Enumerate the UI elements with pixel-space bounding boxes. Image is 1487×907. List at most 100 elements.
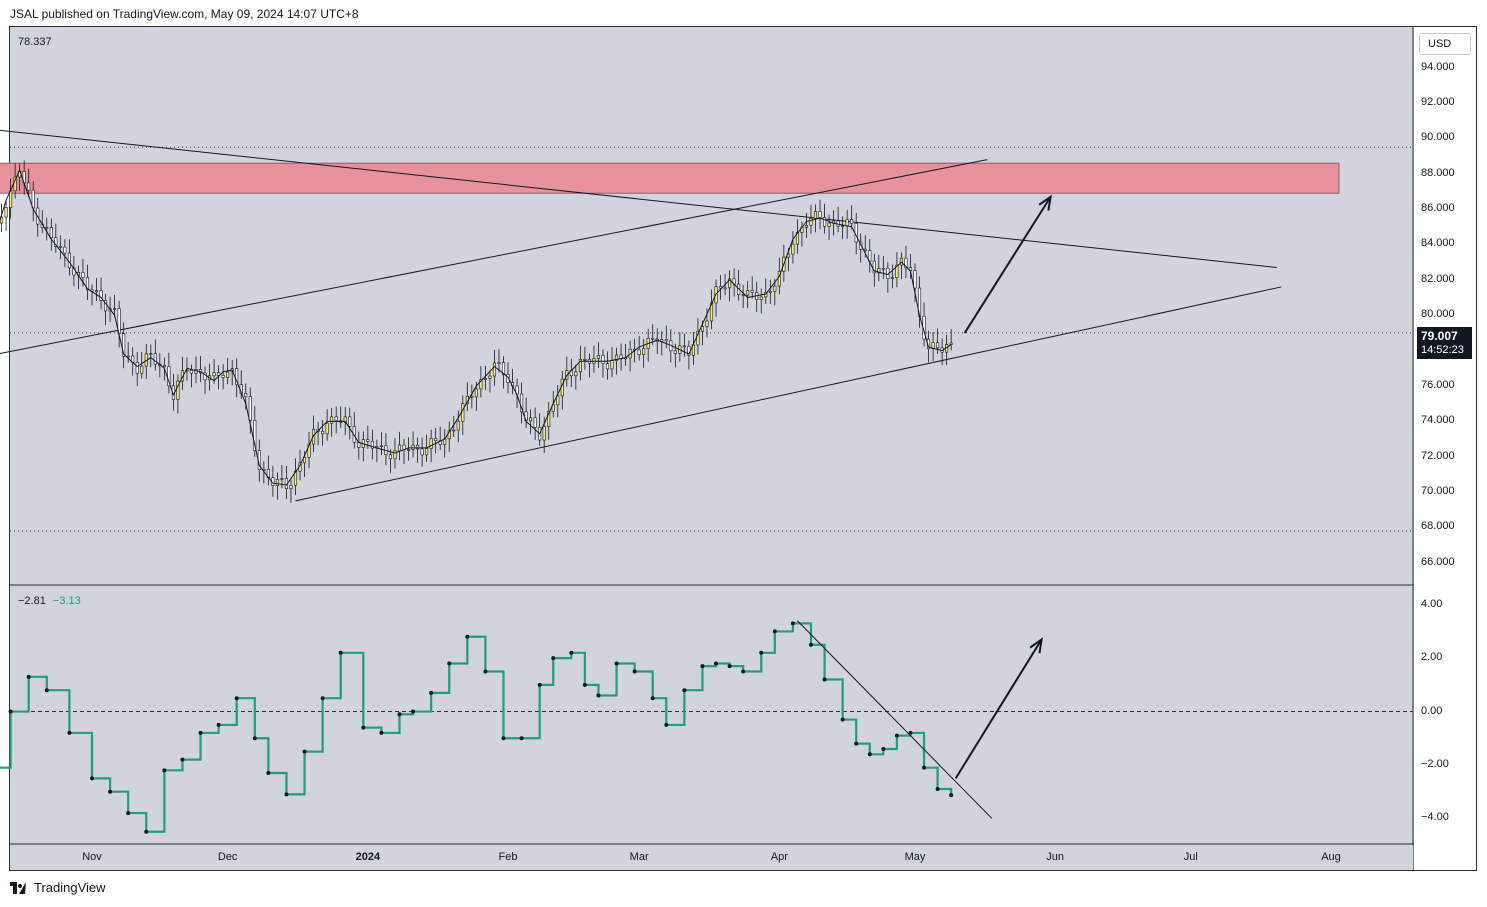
oscillator-point xyxy=(108,789,113,794)
time-tick-label: Dec xyxy=(217,851,238,863)
candle xyxy=(529,417,533,422)
candle xyxy=(330,416,334,424)
candle xyxy=(81,272,85,278)
candle xyxy=(501,362,506,375)
price-tick-label: 92.000 xyxy=(1421,96,1455,109)
candle xyxy=(877,268,881,274)
candle xyxy=(113,308,117,310)
candle xyxy=(58,246,62,248)
candle xyxy=(235,368,239,385)
oscillator-point xyxy=(908,730,913,735)
tradingview-logo-icon[interactable] xyxy=(10,881,29,894)
candle xyxy=(483,378,487,380)
candle xyxy=(425,448,429,456)
candle xyxy=(610,360,614,370)
candle xyxy=(728,278,732,289)
candle xyxy=(637,349,641,355)
candle xyxy=(153,353,157,365)
bar-countdown: 14:52:23 xyxy=(1421,344,1464,356)
candle xyxy=(642,348,646,355)
candle xyxy=(434,438,438,442)
oscillator-point xyxy=(483,669,488,674)
candle xyxy=(936,342,940,349)
oscillator-point xyxy=(284,792,289,797)
oscillator-point xyxy=(664,722,669,727)
oscillator-point xyxy=(596,693,601,698)
candle xyxy=(479,379,483,390)
candle xyxy=(841,225,845,228)
oscillator-point xyxy=(465,634,470,639)
candle xyxy=(461,403,465,422)
candle xyxy=(759,296,763,300)
price-tick-label: 80.000 xyxy=(1421,308,1455,321)
oscillator-point xyxy=(379,730,384,735)
candle xyxy=(429,438,433,449)
oscillator-point xyxy=(840,717,845,722)
candle xyxy=(420,448,424,456)
oscillator-point xyxy=(822,677,827,682)
oscillator-point xyxy=(162,768,167,773)
price-tick-label: 88.000 xyxy=(1421,166,1455,179)
oscillator-point xyxy=(411,709,416,714)
price-tick-label: 90.000 xyxy=(1421,131,1455,144)
candle xyxy=(809,218,813,226)
oscillator-point xyxy=(44,688,49,693)
price-tick-label: 70.000 xyxy=(1421,485,1455,498)
osc-tick-label: −4.00 xyxy=(1421,811,1449,824)
candle xyxy=(605,363,610,370)
oscillator-point xyxy=(198,730,203,735)
candle xyxy=(45,227,49,229)
candle xyxy=(248,396,252,421)
descending-trendline xyxy=(0,129,1277,268)
time-tick-label: Mar xyxy=(629,851,649,863)
candle xyxy=(614,354,619,361)
oscillator-point xyxy=(854,741,859,746)
price-tick-label: 72.000 xyxy=(1421,449,1455,462)
candle xyxy=(49,227,53,238)
candle xyxy=(334,416,338,422)
candle xyxy=(312,429,316,445)
oscillator-point xyxy=(582,682,587,687)
candle xyxy=(750,290,754,293)
oscillator-point xyxy=(790,621,795,626)
candle xyxy=(406,449,411,451)
oscillator-point xyxy=(266,771,271,776)
candle xyxy=(673,350,677,354)
oscillator-point xyxy=(537,682,542,687)
time-tick-label: Nov xyxy=(82,851,102,863)
candle xyxy=(393,450,397,460)
candle xyxy=(99,290,103,301)
candle xyxy=(601,355,605,364)
candle xyxy=(221,375,225,378)
candle xyxy=(167,366,171,387)
osc-readout-1: −2.81 xyxy=(18,595,46,607)
resistance-zone xyxy=(0,162,1340,194)
osc-readout: −2.81 −3.13 xyxy=(18,595,81,607)
brand-name[interactable]: TradingView xyxy=(34,880,106,895)
price-tick-label: 76.000 xyxy=(1421,378,1455,391)
candle xyxy=(746,290,750,296)
oscillator-point xyxy=(759,650,764,655)
osc-tick-label: 0.00 xyxy=(1421,704,1443,717)
price-tick-label: 86.000 xyxy=(1421,202,1455,215)
oscillator-point xyxy=(320,696,325,701)
oscillator-point xyxy=(519,736,524,741)
candle xyxy=(583,358,587,361)
candle xyxy=(474,388,478,398)
candle xyxy=(741,294,745,296)
candle xyxy=(904,257,908,268)
candle xyxy=(325,422,329,435)
candle xyxy=(492,362,496,377)
currency-button[interactable]: USD xyxy=(1419,33,1471,55)
candle xyxy=(949,342,953,345)
candle xyxy=(456,420,460,431)
candle xyxy=(818,211,822,218)
oscillator-point xyxy=(772,629,777,634)
main-projection-arrow-head xyxy=(1038,194,1053,211)
price-tick-label: 82.000 xyxy=(1421,272,1455,285)
last-price-tag: 79.007 14:52:23 xyxy=(1417,327,1472,359)
candle xyxy=(275,479,279,486)
candle xyxy=(203,372,207,381)
candle xyxy=(416,444,420,450)
